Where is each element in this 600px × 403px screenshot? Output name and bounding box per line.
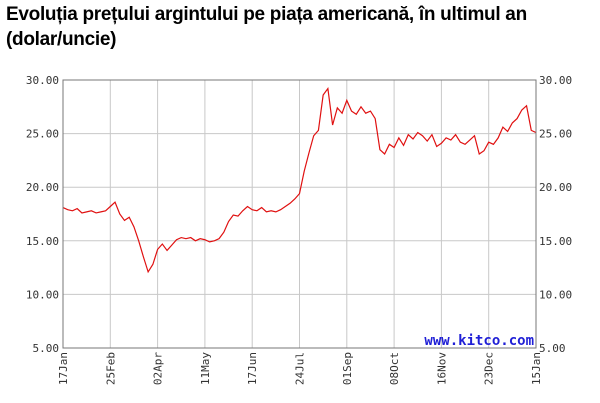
plot-frame xyxy=(62,79,537,349)
y-tick-label-left: 10.00 xyxy=(26,288,59,301)
x-tick-label: 01Sep xyxy=(341,352,354,385)
x-tick-label: 08Oct xyxy=(388,352,401,385)
x-tick-label: 02Apr xyxy=(152,352,165,385)
y-axis-right: 30.00 25.00 20.00 15.00 10.00 5.00 xyxy=(539,74,572,355)
y-tick-label-right: 5.00 xyxy=(539,342,566,355)
kitco-watermark: www.kitco.com xyxy=(424,333,534,349)
y-tick-label-right: 15.00 xyxy=(539,235,572,248)
y-tick-label-right: 25.00 xyxy=(539,128,572,141)
chart-title: Evoluția prețului argintului pe piața am… xyxy=(6,4,527,50)
x-tick-label: 15Jan xyxy=(530,352,543,385)
silver-price-line xyxy=(62,87,537,274)
x-tick-label: 23Dec xyxy=(483,352,496,385)
y-tick-label-left: 20.00 xyxy=(26,181,59,194)
x-tick-label: 17Jan xyxy=(57,352,70,385)
x-tick-label: 24Jul xyxy=(294,352,307,385)
y-tick-label-right: 30.00 xyxy=(539,74,572,87)
x-tick-label: 17Jun xyxy=(246,352,259,385)
x-axis: 17Jan 25Feb 02Apr 11May 17Jun 24Jul 01Sep 08Oct… xyxy=(57,352,543,385)
x-tick-label: 16Nov xyxy=(435,352,448,385)
y-tick-label-left: 15.00 xyxy=(26,235,59,248)
y-tick-label-right: 20.00 xyxy=(539,181,572,194)
x-tick-label: 11May xyxy=(199,352,212,385)
y-tick-label-right: 10.00 xyxy=(539,288,572,301)
y-axis-left: 30.00 25.00 20.00 15.00 10.00 5.00 xyxy=(26,74,59,355)
y-tick-label-left: 30.00 xyxy=(26,74,59,87)
y-tick-label-left: 5.00 xyxy=(33,342,60,355)
y-tick-label-left: 25.00 xyxy=(26,128,59,141)
x-tick-label: 25Feb xyxy=(104,352,117,385)
